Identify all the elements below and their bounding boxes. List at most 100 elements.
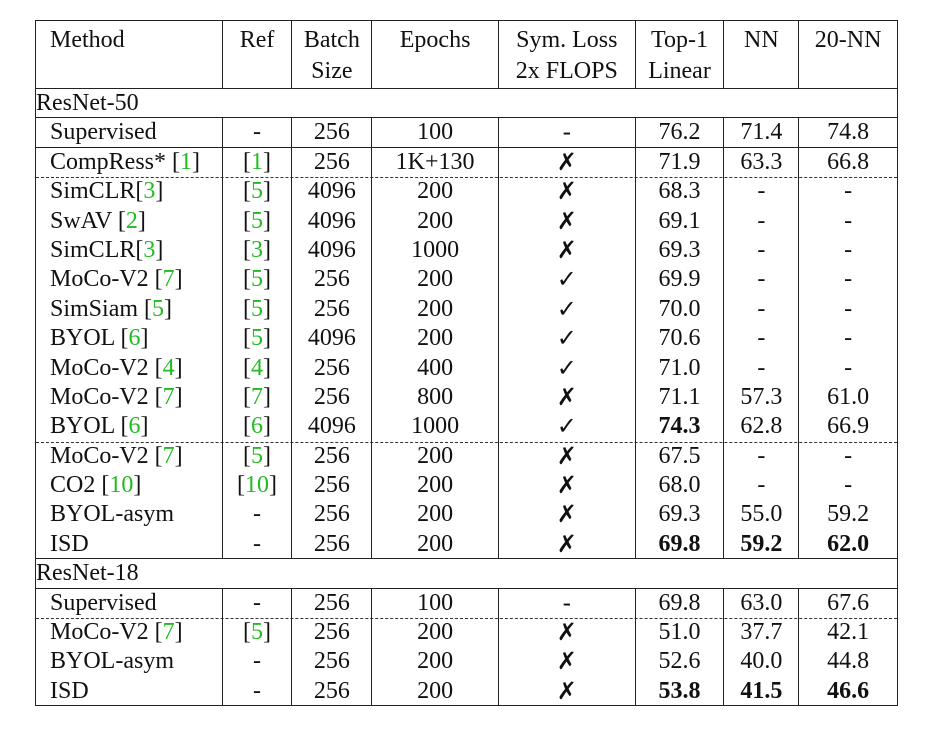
citation-number: 3 [143, 178, 156, 205]
ref-bracket-close: ] [263, 354, 272, 381]
method-name: MoCo-V2 [50, 442, 155, 469]
ref-bracket-close: ] [263, 383, 272, 410]
nn20-cell: 66.9 [827, 413, 870, 440]
cite-bracket-close: ] [155, 236, 164, 263]
header-batch-size: Batch Size [292, 21, 373, 88]
nn20-cell: - [844, 178, 853, 205]
nn-cell: 37.7 [724, 618, 800, 648]
method-name: MoCo-V2 [50, 354, 155, 381]
cite-bracket-open: [ [154, 354, 163, 381]
epochs-cell: 800 [372, 382, 499, 413]
top1-linear-cell: 68.0 [636, 471, 725, 501]
nn-cell: 59.2 [724, 529, 800, 559]
method-name: ISD [50, 530, 89, 557]
method-name: BYOL [50, 325, 121, 352]
method-cell: MoCo-V2 [7] [36, 265, 223, 295]
nn-cell: - [724, 206, 800, 236]
cite-bracket-open: [ [120, 413, 129, 440]
method-cell: BYOL [6] [36, 412, 223, 442]
cite-bracket-open: [ [135, 236, 144, 263]
citation-number: 6 [128, 325, 141, 352]
top1-linear-cell: 71.0 [636, 353, 725, 383]
method-name: MoCo-V2 [50, 383, 155, 410]
ref-value: - [253, 589, 262, 616]
nn-cell: - [724, 177, 800, 207]
ref-cell: [10] [223, 471, 293, 501]
method-name: BYOL-asym [50, 648, 174, 675]
nn-cell: 40.0 [724, 647, 800, 677]
ref-cell: - [223, 118, 293, 147]
citation-number: 5 [152, 295, 165, 322]
citation-number: 4 [162, 354, 175, 381]
batch-size-cell: 4096 [292, 177, 373, 207]
top1-linear-cell: 69.3 [636, 235, 725, 266]
method-cell: ISD [36, 529, 223, 559]
batch-size-cell: 256 [292, 118, 373, 147]
nn20-cell: - [844, 266, 853, 293]
cite-bracket-close: ] [192, 148, 201, 175]
ref-cell: [1] [223, 147, 293, 178]
cite-bracket-open: [ [101, 472, 110, 499]
ref-cell: [5] [223, 206, 293, 236]
table-row: BYOL [6] [5] 4096 200 ✓ 70.6- - [35, 324, 898, 354]
ref-cell: [5] [223, 324, 293, 354]
ref-cell: [4] [223, 353, 293, 383]
epochs-cell: 100 [372, 588, 499, 619]
header-sym-loss: Sym. Loss 2x FLOPS [499, 21, 636, 88]
ref-cell: [5] [223, 294, 293, 325]
top1-linear-cell: 69.3 [636, 500, 725, 530]
epochs-cell: 200 [372, 500, 499, 530]
method-cell: SimSiam [5] [36, 294, 223, 325]
nn-cell: - [724, 294, 800, 325]
batch-size-cell: 256 [292, 471, 373, 501]
nn-cell: - [724, 265, 800, 295]
ref-citation-number: 5 [251, 207, 264, 234]
ref-bracket-open: [ [243, 325, 252, 352]
table-body: ResNet-50 Supervised -256 100-76.2 71.4 74.8 C… [35, 89, 898, 707]
nn20-cell: - [844, 207, 853, 234]
nn20-cell: 67.6 [827, 589, 870, 616]
ref-bracket-open: [ [243, 383, 252, 410]
epochs-cell: 200 [372, 206, 499, 236]
cite-bracket-close: ] [174, 266, 183, 293]
ref-value: - [253, 530, 262, 557]
ref-bracket-open: [ [243, 266, 252, 293]
cite-bracket-open: [ [117, 207, 126, 234]
nn20-cell: 61.0 [827, 383, 870, 410]
ref-bracket-close: ] [263, 619, 272, 646]
ref-bracket-open: [ [243, 178, 252, 205]
top1-linear-cell: 70.6 [636, 324, 725, 354]
ref-value: - [253, 677, 262, 704]
top1-linear-cell: 71.1 [636, 382, 725, 413]
ref-bracket-open: [ [243, 207, 252, 234]
nn20-cell: 74.8 [827, 119, 870, 146]
nn-cell: - [724, 353, 800, 383]
ref-cell: [6] [223, 412, 293, 442]
nn20-cell: - [844, 325, 853, 352]
ref-cell: - [223, 529, 293, 559]
section-header-row: ResNet-50 [35, 89, 898, 119]
nn-cell: - [724, 471, 800, 501]
cite-bracket-close: ] [137, 207, 146, 234]
cite-bracket-close: ] [155, 178, 164, 205]
table-row: SimSiam [5] [5] 256 200 ✓ 70.0- - [35, 294, 898, 325]
batch-size-cell: 256 [292, 147, 373, 178]
method-cell: CompRess* [1] [36, 147, 223, 178]
ref-citation-number: 5 [251, 325, 264, 352]
ref-bracket-close: ] [263, 266, 272, 293]
table-row: ISD - 256 200 ✗ 53.8 41.5 46.6 [35, 676, 898, 707]
batch-size-cell: 256 [292, 265, 373, 295]
results-table: Method Ref Batch Size Epochs Sym. Loss 2… [35, 20, 898, 707]
nn-cell: 71.4 [724, 118, 800, 147]
batch-size-cell: 256 [292, 588, 373, 619]
sym-loss-cell: ✓ [499, 265, 636, 295]
citation-number: 7 [162, 442, 175, 469]
epochs-cell: 200 [372, 618, 499, 648]
epochs-cell: 200 [372, 177, 499, 207]
nn-cell: 63.3 [724, 147, 800, 178]
ref-bracket-close: ] [263, 236, 272, 263]
cite-bracket-close: ] [174, 383, 183, 410]
ref-citation-number: 5 [251, 178, 264, 205]
epochs-cell: 400 [372, 353, 499, 383]
cite-bracket-close: ] [174, 442, 183, 469]
